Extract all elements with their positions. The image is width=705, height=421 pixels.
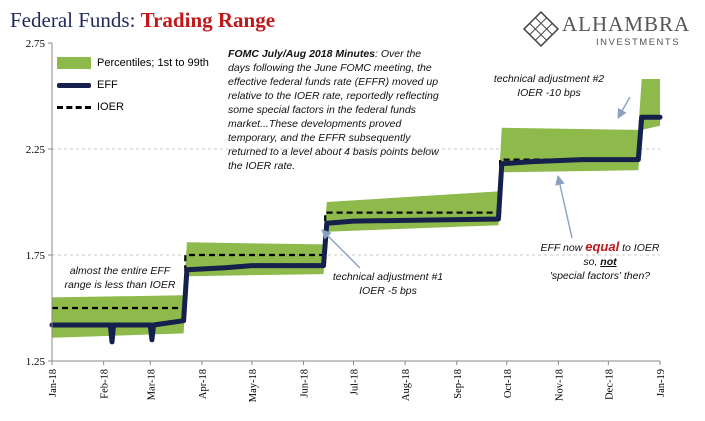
equal-annotation: EFF now equal to IOER so, not 'special f… xyxy=(530,240,670,283)
below-ioer-annotation: almost the entire EFF range is less than… xyxy=(60,264,180,292)
x-tick-label: Apr-18 xyxy=(198,369,209,399)
x-tick-label: Aug-18 xyxy=(401,369,412,401)
x-tick-label: Nov-18 xyxy=(554,369,565,401)
percentile-band-layer xyxy=(52,79,660,338)
legend-swatch-band xyxy=(57,57,91,69)
x-tick-label: Feb-18 xyxy=(100,369,111,399)
adjustment-1-annotation: technical adjustment #1 IOER -5 bps xyxy=(328,270,448,298)
y-tick-label: 1.25 xyxy=(26,356,46,368)
adj2-line-1: technical adjustment #2 xyxy=(493,73,605,85)
adj2-line-2: IOER -10 bps xyxy=(517,87,581,99)
adj1-line-1: technical adjustment #1 xyxy=(332,271,444,283)
title-main: Federal Funds: xyxy=(10,8,141,32)
fomc-text: : Over the days following the June FOMC … xyxy=(228,48,439,172)
chart-title: Federal Funds: Trading Range xyxy=(10,8,275,33)
y-tick-label: 2.25 xyxy=(26,144,46,156)
annotation-arrow xyxy=(555,175,573,239)
so-word: not xyxy=(600,256,617,268)
axis-layer: 1.25 1.75 2.25 2.75 Jan-18 Feb-18 Mar-18 Apr-18… xyxy=(26,38,667,402)
title-accent: Trading Range xyxy=(140,8,276,32)
equal-pre: EFF now xyxy=(540,242,586,254)
so-pre: so, xyxy=(583,256,601,268)
legend-item-ioer: IOER xyxy=(57,96,209,118)
equal-line-1: EFF now equal to IOER xyxy=(530,240,670,255)
annotation-arrow xyxy=(617,96,631,119)
below-line-1: almost the entire EFF xyxy=(69,265,171,277)
legend-label-ioer: IOER xyxy=(97,101,124,113)
eff-series-line xyxy=(49,114,663,345)
legend-swatch-ioer xyxy=(57,105,91,109)
x-tick-label: Jan-19 xyxy=(656,369,667,397)
legend-swatch-eff xyxy=(57,82,91,88)
x-tick-label: May-18 xyxy=(248,369,259,402)
below-line-2: range is less than IOER xyxy=(64,279,176,291)
legend: Percentiles; 1st to 99th EFF IOER xyxy=(57,52,209,118)
equal-line-3: 'special factors' then? xyxy=(549,270,651,282)
logo-sub: INVESTMENTS xyxy=(596,37,681,48)
legend-label-eff: EFF xyxy=(97,79,118,91)
x-tick-label: Oct-18 xyxy=(503,369,514,398)
x-tick-label: Jan-18 xyxy=(48,369,59,397)
equal-line-2: so, not xyxy=(530,255,670,269)
arrow-layer xyxy=(321,96,631,269)
fomc-lead: FOMC July/Aug 2018 Minutes xyxy=(228,48,376,60)
adj1-line-2: IOER -5 bps xyxy=(359,285,417,297)
percentile-band xyxy=(52,79,660,338)
y-tick-label: 1.75 xyxy=(26,250,46,262)
legend-item-eff: EFF xyxy=(57,74,209,96)
brand-logo: ALHAMBRA INVESTMENTS xyxy=(520,10,700,50)
eff-layer xyxy=(49,114,663,345)
logo-name: ALHAMBRA xyxy=(562,12,691,36)
legend-item-percentiles: Percentiles; 1st to 99th xyxy=(57,52,209,74)
legend-label-percentiles: Percentiles; 1st to 99th xyxy=(97,57,209,69)
x-tick-label: Jun-18 xyxy=(300,369,311,398)
equal-post: to IOER xyxy=(619,242,660,254)
diamond-lattice-logo-icon xyxy=(522,10,560,48)
annotation-arrow xyxy=(321,229,361,269)
x-tick-label: Sep-18 xyxy=(453,369,464,399)
equal-word: equal xyxy=(585,239,620,254)
y-tick-label: 2.75 xyxy=(26,38,46,50)
adjustment-2-annotation: technical adjustment #2 IOER -10 bps xyxy=(489,72,609,100)
x-tick-label: Mar-18 xyxy=(146,369,157,400)
fomc-annotation: FOMC July/Aug 2018 Minutes: Over the day… xyxy=(228,47,440,173)
x-tick-label: Dec-18 xyxy=(604,369,615,400)
x-tick-label: Jul-18 xyxy=(350,369,361,395)
